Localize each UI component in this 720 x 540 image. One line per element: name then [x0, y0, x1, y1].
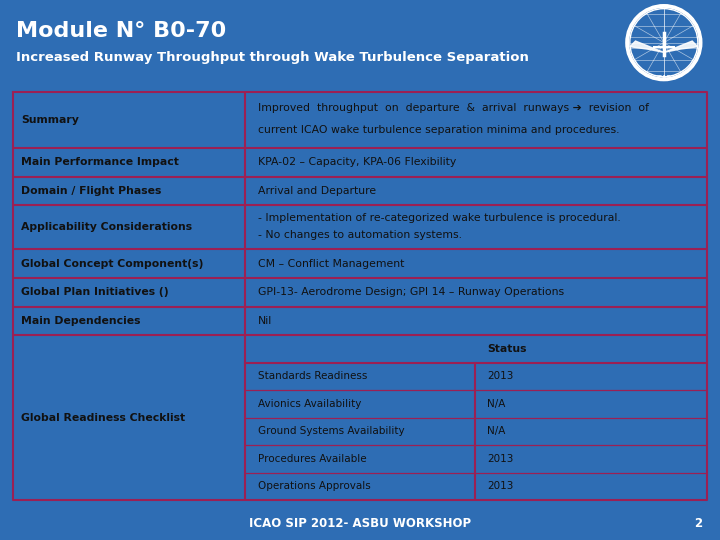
Text: Domain / Flight Phases: Domain / Flight Phases: [22, 186, 162, 196]
Text: current ICAO wake turbulence separation minima and procedures.: current ICAO wake turbulence separation …: [258, 125, 619, 134]
Text: Global Plan Initiatives (): Global Plan Initiatives (): [22, 287, 169, 297]
Text: N/A: N/A: [487, 426, 505, 436]
Text: Standards Readiness: Standards Readiness: [258, 372, 367, 381]
Text: 2013: 2013: [487, 454, 513, 464]
Text: - Implementation of re-categorized wake turbulence is procedural.: - Implementation of re-categorized wake …: [258, 213, 621, 223]
Circle shape: [630, 9, 698, 77]
Text: N/A: N/A: [487, 399, 505, 409]
Text: CM – Conflict Management: CM – Conflict Management: [258, 259, 405, 269]
Text: Main Dependencies: Main Dependencies: [22, 316, 141, 326]
Text: Module N° B0-70: Module N° B0-70: [16, 22, 226, 42]
Text: 2: 2: [694, 517, 702, 530]
Text: Global Readiness Checklist: Global Readiness Checklist: [22, 413, 186, 423]
Text: 2013: 2013: [487, 372, 513, 381]
Text: 2013: 2013: [487, 481, 513, 491]
Polygon shape: [630, 41, 664, 52]
Text: Nil: Nil: [258, 316, 272, 326]
Text: Arrival and Departure: Arrival and Departure: [258, 186, 376, 196]
Text: Applicability Considerations: Applicability Considerations: [22, 222, 192, 232]
Text: Improved  throughput  on  departure  &  arrival  runways ➔  revision  of: Improved throughput on departure & arriv…: [258, 103, 649, 113]
Text: ICAO: ICAO: [657, 75, 671, 80]
Text: GPI-13- Aerodrome Design; GPI 14 – Runway Operations: GPI-13- Aerodrome Design; GPI 14 – Runwa…: [258, 287, 564, 297]
Text: Summary: Summary: [22, 115, 79, 125]
Polygon shape: [664, 41, 698, 52]
Text: ICAO SIP 2012- ASBU WORKSHOP: ICAO SIP 2012- ASBU WORKSHOP: [249, 517, 471, 530]
Text: Global Concept Component(s): Global Concept Component(s): [22, 259, 204, 269]
Text: KPA-02 – Capacity, KPA-06 Flexibility: KPA-02 – Capacity, KPA-06 Flexibility: [258, 158, 456, 167]
Text: Avionics Availability: Avionics Availability: [258, 399, 361, 409]
Text: Ground Systems Availability: Ground Systems Availability: [258, 426, 405, 436]
Text: - No changes to automation systems.: - No changes to automation systems.: [258, 230, 462, 240]
Text: Operations Approvals: Operations Approvals: [258, 481, 371, 491]
Text: Increased Runway Throughput through Wake Turbulence Separation: Increased Runway Throughput through Wake…: [16, 51, 528, 64]
Text: Status: Status: [487, 344, 526, 354]
Circle shape: [626, 5, 701, 80]
Text: Procedures Available: Procedures Available: [258, 454, 366, 464]
Text: Main Performance Impact: Main Performance Impact: [22, 158, 179, 167]
